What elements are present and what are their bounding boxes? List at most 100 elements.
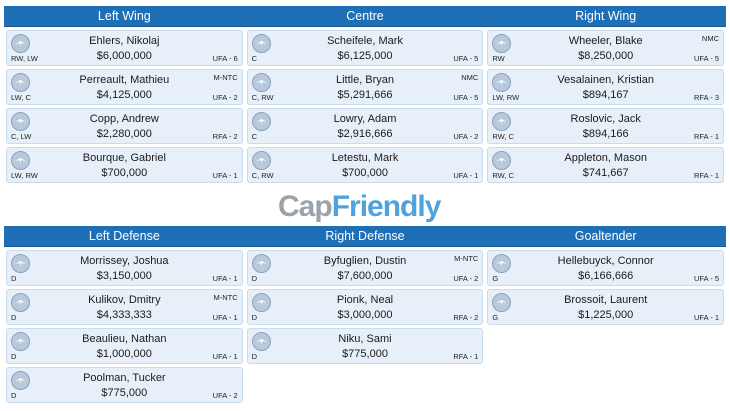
player-salary: $700,000 <box>101 167 148 179</box>
player-salary: $1,000,000 <box>96 348 152 360</box>
player-name[interactable]: Perreault, Mathieu <box>79 74 170 86</box>
player-position: LW, RW <box>492 93 520 102</box>
player-name[interactable]: Wheeler, Blake <box>568 35 643 47</box>
contract-term: RFA - 1 <box>694 171 720 180</box>
jets-logo-icon <box>492 254 512 273</box>
player-card[interactable]: Pionk, Neal $3,000,000 D RFA - 2 <box>246 289 484 325</box>
player-card[interactable]: Little, Bryan $5,291,666 C, RW UFA - 5 NMC <box>246 69 484 105</box>
player-position: C, LW <box>11 132 32 141</box>
defense-goalie-section: Left Defense Right Defense Goaltender Mo… <box>4 226 726 403</box>
watermark-part2: Friendly <box>331 190 442 223</box>
header-left-wing: Left Wing <box>97 9 151 23</box>
player-name[interactable]: Morrissey, Joshua <box>80 255 169 267</box>
player-card[interactable]: Ehlers, Nikolaj $6,000,000 RW, LW UFA - 6 <box>6 30 243 66</box>
player-salary: $2,280,000 <box>96 128 152 140</box>
player-card[interactable]: Brossoit, Laurent $1,225,000 G UFA - 1 <box>487 289 725 325</box>
player-card[interactable]: Hellebuyck, Connor $6,166,666 G UFA - 5 <box>487 250 725 286</box>
player-salary: $6,166,666 <box>578 270 634 282</box>
contract-term: UFA - 1 <box>212 274 238 283</box>
player-card[interactable]: Copp, Andrew $2,280,000 C, LW RFA - 2 <box>6 108 243 144</box>
jets-logo-icon <box>251 151 271 170</box>
player-card[interactable]: Poolman, Tucker $775,000 D UFA - 2 <box>6 367 243 403</box>
jets-logo-icon <box>492 293 512 312</box>
player-card[interactable]: Scheifele, Mark $6,125,000 C UFA - 5 <box>246 30 484 66</box>
contract-term: RFA - 1 <box>694 132 720 141</box>
player-salary: $8,250,000 <box>578 50 634 62</box>
contract-clause: M-NTC <box>213 293 238 302</box>
contract-term: UFA - 5 <box>453 93 479 102</box>
jets-logo-icon <box>11 293 30 312</box>
player-position: C <box>251 54 258 63</box>
jets-logo-icon <box>492 34 512 53</box>
contract-term: UFA - 1 <box>212 352 238 361</box>
player-card[interactable]: Beaulieu, Nathan $1,000,000 D UFA - 1 <box>6 328 243 364</box>
player-name[interactable]: Roslovic, Jack <box>570 113 641 125</box>
contract-term: UFA - 2 <box>212 93 238 102</box>
player-salary: $741,667 <box>582 167 629 179</box>
contract-term: UFA - 5 <box>694 274 720 283</box>
player-name[interactable]: Appleton, Mason <box>564 152 647 164</box>
contract-term: UFA - 2 <box>453 132 479 141</box>
player-salary: $775,000 <box>101 387 148 399</box>
contract-clause: M-NTC <box>213 73 238 82</box>
roster-column: Scheifele, Mark $6,125,000 C UFA - 5 Little,… <box>246 30 484 183</box>
player-salary: $700,000 <box>342 167 388 179</box>
player-position: D <box>11 274 17 283</box>
player-card[interactable]: Wheeler, Blake $8,250,000 RW UFA - 5 NMC <box>487 30 725 66</box>
player-salary: $894,167 <box>582 89 629 101</box>
player-name[interactable]: Scheifele, Mark <box>327 35 403 47</box>
contract-term: RFA - 3 <box>694 93 720 102</box>
contract-clause: NMC <box>461 73 479 82</box>
jets-logo-icon <box>251 254 271 273</box>
player-position: C <box>251 132 258 141</box>
player-position: C, RW <box>251 93 274 102</box>
player-card[interactable]: Niku, Sami $775,000 D RFA - 1 <box>246 328 484 364</box>
jets-logo-icon <box>492 151 512 170</box>
player-name[interactable]: Lowry, Adam <box>333 113 397 125</box>
player-salary: $6,125,000 <box>337 50 393 62</box>
player-card[interactable]: Perreault, Mathieu $4,125,000 LW, C UFA - 2… <box>6 69 243 105</box>
contract-term: RFA - 2 <box>453 313 479 322</box>
contract-clause: NMC <box>701 34 720 43</box>
capfriendly-watermark: CapFriendly <box>278 190 442 224</box>
player-card[interactable]: Morrissey, Joshua $3,150,000 D UFA - 1 <box>6 250 243 286</box>
player-name[interactable]: Byfuglien, Dustin <box>323 255 407 267</box>
player-card[interactable]: Byfuglien, Dustin $7,600,000 D UFA - 2 M-NTC <box>246 250 484 286</box>
player-card[interactable]: Kulikov, Dmitry $4,333,333 D UFA - 1 M-NTC <box>6 289 243 325</box>
jets-logo-icon <box>251 112 271 131</box>
player-card[interactable]: Vesalainen, Kristian $894,167 LW, RW RFA - … <box>487 69 725 105</box>
player-name[interactable]: Brossoit, Laurent <box>564 294 648 306</box>
player-card[interactable]: Lowry, Adam $2,916,666 C UFA - 2 <box>246 108 484 144</box>
player-name[interactable]: Niku, Sami <box>338 333 392 345</box>
roster-column: Byfuglien, Dustin $7,600,000 D UFA - 2 M-NTC… <box>246 250 484 403</box>
contract-term: RFA - 1 <box>453 352 479 361</box>
player-name[interactable]: Poolman, Tucker <box>83 372 166 384</box>
player-name[interactable]: Little, Bryan <box>335 74 395 86</box>
player-name[interactable]: Ehlers, Nikolaj <box>89 35 160 47</box>
contract-term: UFA - 6 <box>212 54 238 63</box>
player-salary: $6,000,000 <box>96 50 152 62</box>
contract-term: UFA - 1 <box>694 313 720 322</box>
player-name[interactable]: Kulikov, Dmitry <box>88 294 161 306</box>
player-card[interactable]: Letestu, Mark $700,000 C, RW UFA - 1 <box>246 147 484 183</box>
player-card[interactable]: Bourque, Gabriel $700,000 LW, RW UFA - 1 <box>6 147 243 183</box>
player-name[interactable]: Hellebuyck, Connor <box>557 255 654 267</box>
jets-logo-icon <box>251 293 271 312</box>
player-position: D <box>251 352 258 361</box>
player-position: G <box>492 313 499 322</box>
player-card[interactable]: Roslovic, Jack $894,166 RW, C RFA - 1 <box>487 108 725 144</box>
jets-logo-icon <box>11 254 30 273</box>
player-salary: $2,916,666 <box>337 128 393 140</box>
player-salary: $4,333,333 <box>96 309 152 321</box>
player-name[interactable]: Bourque, Gabriel <box>82 152 166 164</box>
contract-term: RFA - 2 <box>212 132 238 141</box>
player-name[interactable]: Pionk, Neal <box>336 294 394 306</box>
player-name[interactable]: Beaulieu, Nathan <box>82 333 167 345</box>
header-centre: Centre <box>346 9 384 23</box>
player-name[interactable]: Letestu, Mark <box>331 152 399 164</box>
player-name[interactable]: Copp, Andrew <box>89 113 159 125</box>
player-card[interactable]: Appleton, Mason $741,667 RW, C RFA - 1 <box>487 147 725 183</box>
header-left-defense: Left Defense <box>88 229 160 243</box>
contract-clause: M-NTC <box>454 254 479 263</box>
player-name[interactable]: Vesalainen, Kristian <box>557 74 654 86</box>
